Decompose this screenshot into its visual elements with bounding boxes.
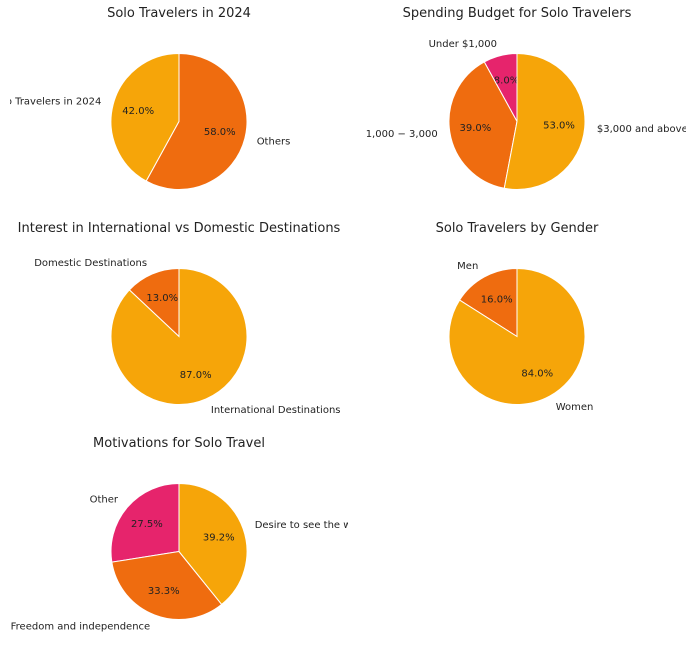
charts-page: Solo Travelers in 2024 42.0% Solo Traveler… <box>0 0 696 663</box>
chart-title: Interest in International vs Domestic De… <box>10 215 348 236</box>
pie-slice-label: 1,000 − 3,000 <box>366 129 438 140</box>
pie-pct-label: 53.0% <box>543 121 575 132</box>
pie-pct-label: 33.3% <box>148 586 180 597</box>
pie-svg: 42.0% Solo Travelers in 2024 58.0% Others <box>10 20 348 215</box>
pie-slice-label: Freedom and independence <box>11 621 151 632</box>
pie-slice-label: Solo Travelers in 2024 <box>10 97 101 108</box>
pie-slice-label: Other <box>90 494 119 505</box>
pie-slice-label: Desire to see the world <box>255 520 348 531</box>
pie-slice-label: International Destinations <box>211 405 341 416</box>
pie-slice-label: Women <box>556 402 594 413</box>
pie-pct-label: 8.0% <box>494 76 519 87</box>
pie-chart: Motivations for Solo Travel 27.5% Other 33.… <box>10 430 348 645</box>
pie-pct-label: 58.0% <box>204 127 236 138</box>
pie-slice-label: $3,000 and above <box>597 124 686 135</box>
pie-slice-label: Others <box>257 137 291 148</box>
chart-title: Solo Travelers in 2024 <box>10 0 348 21</box>
pie-pct-label: 84.0% <box>521 368 553 379</box>
pie-svg: 27.5% Other 33.3% Freedom and independence 3… <box>10 450 348 645</box>
pie-pct-label: 39.2% <box>203 533 235 544</box>
pie-chart: Interest in International vs Domestic De… <box>10 215 348 430</box>
pie-pct-label: 16.0% <box>481 295 513 306</box>
chart-title: Spending Budget for Solo Travelers <box>348 0 686 21</box>
pie-svg: 16.0% Men 84.0% Women <box>348 235 686 430</box>
pie-pct-label: 27.5% <box>131 519 163 530</box>
pie-pct-label: 39.0% <box>460 123 492 134</box>
pie-pct-label: 42.0% <box>122 106 154 117</box>
pie-slice-label: Domestic Destinations <box>34 258 147 269</box>
pie-slice-label: Under $1,000 <box>429 39 497 50</box>
pie-slice-label: Men <box>457 261 478 272</box>
pie-chart: Solo Travelers in 2024 42.0% Solo Traveler… <box>10 0 348 215</box>
pie-pct-label: 87.0% <box>180 370 212 381</box>
pie-svg: 8.0% Under $1,000 39.0% 1,000 − 3,000 53.0% $… <box>348 20 686 215</box>
pie-chart: Spending Budget for Solo Travelers 8.0% Un… <box>348 0 686 215</box>
chart-title: Solo Travelers by Gender <box>348 215 686 236</box>
pie-svg: 13.0% Domestic Destinations 87.0% Internati… <box>10 235 348 430</box>
pie-pct-label: 13.0% <box>146 293 178 304</box>
chart-title: Motivations for Solo Travel <box>10 430 348 451</box>
pie-chart: Solo Travelers by Gender 16.0% Men 84.0% Wom… <box>348 215 686 430</box>
